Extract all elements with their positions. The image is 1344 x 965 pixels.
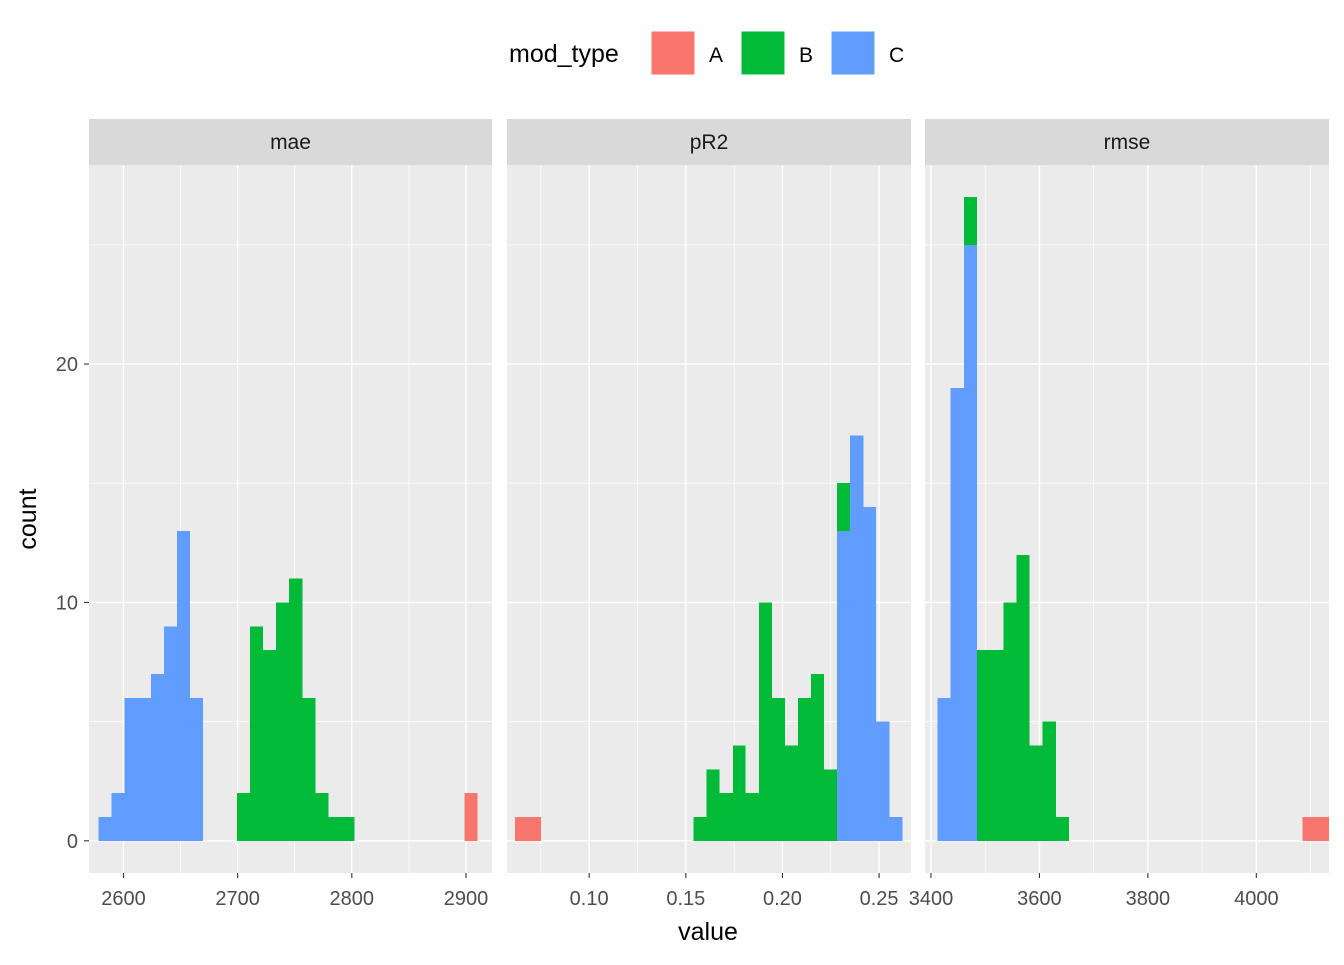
bar-pR2-b-6	[758, 602, 772, 841]
bar-mae-a-17	[464, 793, 478, 841]
bar-mae-b-15	[328, 816, 342, 841]
x-axis-title: value	[678, 918, 738, 946]
x-tick-label: 2600	[101, 888, 146, 910]
x-tick-label: 3600	[1017, 888, 1062, 910]
bar-rmse-b-5	[1003, 602, 1017, 841]
facet-strip-label: pR2	[690, 131, 729, 154]
bar-pR2-b-2	[706, 769, 720, 841]
legend-title: mod_type	[509, 40, 619, 68]
bar-pR2-c-15	[876, 721, 890, 841]
bar-mae-b-8	[237, 793, 251, 841]
bar-pR2-c-13	[850, 435, 864, 841]
bar-mae-b-12	[289, 578, 303, 841]
x-tick-label: 3400	[909, 888, 954, 910]
x-tick-label: 2800	[330, 888, 375, 910]
x-tick-label: 3800	[1126, 888, 1171, 910]
x-tick-label: 0.10	[570, 888, 609, 910]
facet-rmse: rmse 3400 3600 3800 4000	[909, 119, 1329, 910]
y-tick-label: 0	[67, 831, 78, 853]
bar-pR2-b-9	[797, 697, 812, 841]
x-tick-label: 0.20	[763, 888, 802, 910]
y-tick-label: 10	[56, 592, 78, 614]
facet-strip-label: mae	[270, 131, 311, 154]
bar-pR2-a-0	[515, 816, 542, 841]
facet-strip	[507, 119, 911, 165]
bar-mae-c-2	[124, 697, 138, 841]
bar-pR2-b-1	[693, 816, 707, 841]
bar-rmse-a-10	[1302, 816, 1316, 841]
y-tick-label: 20	[56, 354, 78, 376]
bar-pR2-c-12	[837, 530, 851, 841]
y-axis-title: count	[14, 488, 42, 549]
bar-pR2-c-14	[863, 507, 877, 841]
x-tick-label: 4000	[1234, 888, 1279, 910]
facet-strip	[89, 119, 492, 165]
bar-mae-b-16	[341, 816, 355, 841]
bar-pR2-b-5	[745, 793, 759, 841]
bar-mae-c-4	[150, 673, 164, 841]
bar-mae-c-3	[137, 697, 151, 841]
bar-rmse-b-7	[1029, 745, 1043, 841]
y-axis: 0 10 20	[56, 354, 89, 853]
bar-rmse-b-4	[990, 650, 1004, 841]
bar-mae-c-0	[98, 816, 112, 841]
bar-mae-c-6	[176, 530, 190, 841]
legend-label-c: C	[889, 44, 904, 67]
legend: mod_type A B C	[509, 30, 904, 76]
facet-pR2: pR2 0.10 0.15 0.20 0.25	[507, 119, 911, 910]
legend-key-b	[740, 30, 786, 76]
bar-pR2-b-4	[732, 745, 746, 841]
bar-mae-b-10	[263, 650, 277, 841]
bar-rmse-b-8	[1042, 721, 1056, 841]
bar-rmse-b-2	[963, 197, 977, 245]
bar-rmse-b-9	[1055, 816, 1069, 841]
bar-mae-c-5	[163, 626, 177, 841]
bar-rmse-c-0	[937, 697, 951, 841]
bar-rmse-c-1	[950, 387, 964, 841]
facet-panels: mae 2600 2700 2800 2900 pR2 0.10 0.15 0.20 0.25 rm…	[89, 119, 1329, 910]
bar-mae-b-11	[276, 602, 290, 841]
legend-label-a: A	[709, 44, 723, 67]
bar-pR2-b-7	[771, 697, 785, 841]
legend-keys: A B C	[650, 30, 904, 76]
bar-mae-c-1	[111, 793, 125, 841]
bar-pR2-b-12	[837, 483, 851, 531]
bar-pR2-b-10	[811, 673, 825, 841]
x-tick-label: 0.15	[666, 888, 705, 910]
legend-key-c	[830, 30, 876, 76]
x-tick-label: 2900	[444, 888, 489, 910]
bar-pR2-b-8	[784, 745, 798, 841]
facet-strip	[925, 119, 1329, 165]
bar-mae-b-9	[250, 626, 264, 841]
bar-rmse-b-6	[1016, 554, 1030, 841]
bar-pR2-c-16	[889, 816, 903, 841]
x-tick-label: 2700	[215, 888, 260, 910]
legend-key-a	[650, 30, 696, 76]
bar-pR2-b-3	[719, 793, 733, 841]
bar-mae-b-14	[315, 793, 329, 841]
bar-pR2-b-11	[824, 769, 838, 841]
bar-mae-b-13	[302, 697, 316, 841]
facet-mae: mae 2600 2700 2800 2900	[89, 119, 492, 910]
bar-rmse-c-2	[963, 244, 977, 841]
legend-label-b: B	[799, 44, 813, 67]
bar-rmse-a-11	[1315, 816, 1329, 841]
bar-rmse-b-3	[976, 650, 991, 841]
bar-mae-c-7	[189, 697, 203, 841]
facet-strip-label: rmse	[1104, 131, 1151, 154]
x-tick-label: 0.25	[860, 888, 899, 910]
